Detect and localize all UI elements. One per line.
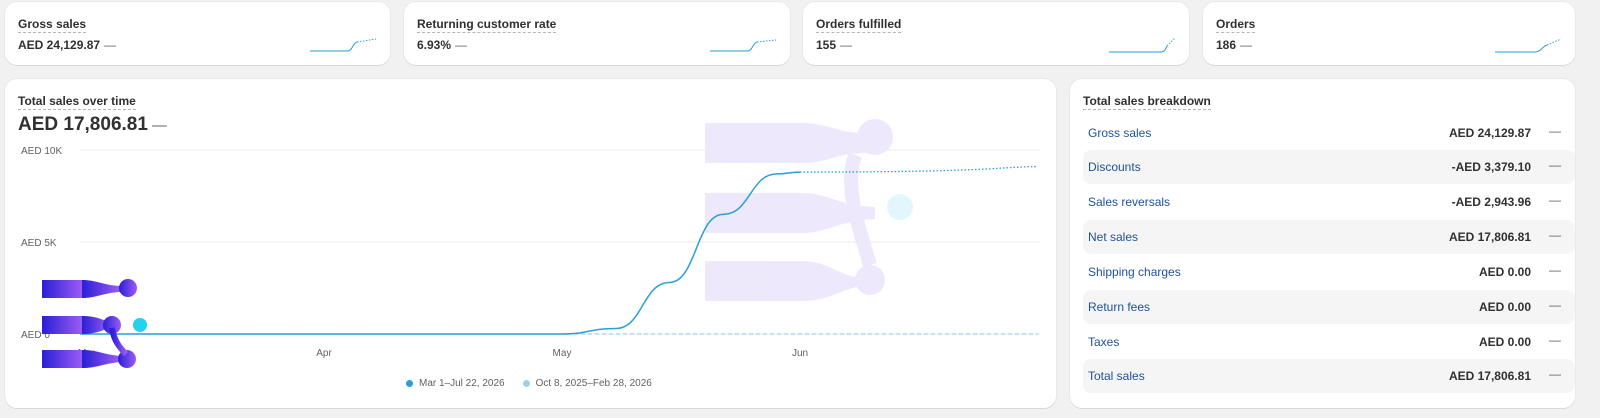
breakdown-label[interactable]: Taxes xyxy=(1088,335,1120,349)
chart-grid xyxy=(80,149,1040,335)
breakdown-row-gross-sales: Gross sales AED 24,129.87 — xyxy=(1083,116,1575,150)
sales-over-time-title[interactable]: Total sales over time xyxy=(18,94,136,110)
x-tick-label: Jun xyxy=(792,348,808,359)
trend-dash: — xyxy=(1240,38,1253,52)
breakdown-row-return-fees: Return fees AED 0.00 — xyxy=(1083,290,1575,324)
trend-dash: — xyxy=(1549,124,1561,138)
trend-dash: — xyxy=(1549,193,1561,207)
metric-value: AED 24,129.87— xyxy=(18,38,116,52)
sparkline-chart xyxy=(310,38,376,52)
y-tick-label: AED 10K xyxy=(21,146,62,157)
y-axis-ticks: AED 0 AED 5K AED 10K xyxy=(21,146,62,341)
x-tick-label: Apr xyxy=(316,348,332,359)
legend-item-current[interactable]: Mar 1–Jul 22, 2026 xyxy=(406,378,505,389)
breakdown-label[interactable]: Shipping charges xyxy=(1088,265,1181,279)
trend-dash: — xyxy=(1549,158,1561,172)
trend-dash: — xyxy=(840,38,853,52)
breakdown-label[interactable]: Net sales xyxy=(1088,230,1139,244)
metric-title[interactable]: Gross sales xyxy=(18,17,87,33)
metric-value-text: 155 xyxy=(816,38,837,52)
breakdown-value: AED 0.00 xyxy=(1478,265,1531,279)
trend-dash: — xyxy=(1549,298,1561,312)
trend-dash: — xyxy=(1549,333,1561,347)
metric-card-orders-fulfilled[interactable]: Orders fulfilled 155— xyxy=(803,2,1189,65)
metric-value: 6.93% — xyxy=(417,38,467,52)
metric-title[interactable]: Returning customer rate xyxy=(417,17,557,33)
metric-value-text: 6.93% xyxy=(417,38,452,52)
breakdown-label[interactable]: Discounts xyxy=(1088,160,1141,174)
breakdown-row-total-sales: Total sales AED 17,806.81 — xyxy=(1083,359,1575,393)
metric-value: 155— xyxy=(816,38,852,52)
series-current-line xyxy=(80,171,801,335)
metric-card-gross-sales[interactable]: Gross sales AED 24,129.87— xyxy=(5,2,390,65)
metric-title[interactable]: Orders xyxy=(1216,17,1256,33)
brand-logo-small xyxy=(42,279,147,368)
y-tick-label: AED 0 xyxy=(21,330,50,341)
metric-value-text: 186 xyxy=(1216,38,1237,52)
metric-value: 186— xyxy=(1216,38,1252,52)
sales-over-time-value-text: AED 17,806.81 xyxy=(18,114,148,135)
breakdown-row-net-sales: Net sales AED 17,806.81 — xyxy=(1083,220,1575,254)
breakdown-value: -AED 3,379.10 xyxy=(1451,160,1531,174)
x-axis-ticks: MarAprMayJun xyxy=(78,348,808,359)
legend-dot xyxy=(522,380,530,387)
chart-legend: Mar 1–Jul 22, 2026 Oct 8, 2025–Feb 28, 2… xyxy=(406,378,652,389)
breakdown-row-taxes: Taxes AED 0.00 — xyxy=(1083,325,1575,359)
sales-over-time-value: AED 17,806.81— xyxy=(18,114,167,136)
breakdown-row-discounts: Discounts -AED 3,379.10 — xyxy=(1083,150,1575,184)
trend-dash: — xyxy=(104,38,117,52)
breakdown-value: AED 0.00 xyxy=(1478,300,1531,314)
trend-dash: — xyxy=(455,38,468,52)
legend-item-previous[interactable]: Oct 8, 2025–Feb 28, 2026 xyxy=(522,378,652,389)
breakdown-row-shipping-charges: Shipping charges AED 0.00 — xyxy=(1083,255,1575,289)
chart-series xyxy=(80,165,1039,335)
y-tick-label: AED 5K xyxy=(21,238,57,249)
metric-card-returning-customer-rate[interactable]: Returning customer rate 6.93% — xyxy=(404,2,790,65)
metric-title[interactable]: Orders fulfilled xyxy=(816,17,902,33)
legend-label: Oct 8, 2025–Feb 28, 2026 xyxy=(535,378,652,389)
trend-dash: — xyxy=(1549,367,1561,381)
breakdown-value: AED 17,806.81 xyxy=(1448,230,1531,244)
breakdown-value: AED 24,129.87 xyxy=(1448,126,1531,140)
legend-label: Mar 1–Jul 22, 2026 xyxy=(419,378,505,389)
x-tick-label: May xyxy=(553,348,572,359)
sparkline-chart xyxy=(710,39,776,52)
trend-dash: — xyxy=(1549,228,1561,242)
breakdown-row-sales-reversals: Sales reversals -AED 2,943.96 — xyxy=(1083,185,1575,219)
breakdown-value: AED 0.00 xyxy=(1478,335,1531,349)
breakdown-value: -AED 2,943.96 xyxy=(1451,195,1531,209)
sales-breakdown-title[interactable]: Total sales breakdown xyxy=(1083,94,1211,110)
breakdown-label[interactable]: Return fees xyxy=(1088,300,1151,314)
metric-card-orders[interactable]: Orders 186— xyxy=(1203,2,1575,65)
brand-watermark-large xyxy=(705,119,913,301)
breakdown-label[interactable]: Sales reversals xyxy=(1088,195,1171,209)
sparkline-chart xyxy=(1495,38,1561,53)
metric-value-text: AED 24,129.87 xyxy=(18,38,101,52)
breakdown-value: AED 17,806.81 xyxy=(1448,369,1531,383)
trend-dash: — xyxy=(1549,263,1561,277)
legend-dot xyxy=(406,380,413,387)
sparkline-chart xyxy=(1109,37,1175,53)
breakdown-label[interactable]: Gross sales xyxy=(1088,126,1152,140)
series-current-projection xyxy=(799,165,1039,173)
trend-dash: — xyxy=(151,117,167,134)
breakdown-label[interactable]: Total sales xyxy=(1088,369,1145,383)
